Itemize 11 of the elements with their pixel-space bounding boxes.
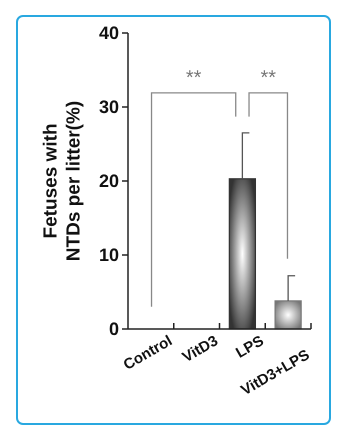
y-tick-label: 10 (98, 244, 119, 265)
y-tick-label: 20 (98, 170, 119, 191)
significance-bracket: ** (248, 67, 288, 259)
x-tick-label: VitD3 (180, 332, 221, 366)
significance-bracket: ** (150, 67, 236, 307)
y-axis-title: Fetuses with NTDs per litter(%) (40, 100, 84, 262)
annotation: ** (260, 67, 276, 90)
y-tick-label: 30 (98, 96, 119, 117)
y-tick-label: 0 (108, 318, 119, 339)
y-tick-label: 40 (98, 22, 119, 43)
annotation: ** (186, 67, 202, 90)
